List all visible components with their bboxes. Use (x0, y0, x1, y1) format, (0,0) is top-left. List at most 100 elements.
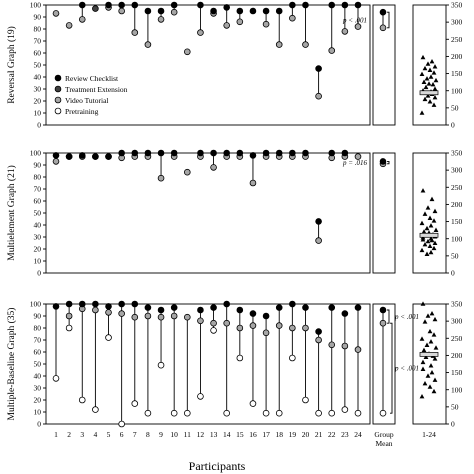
x-tick-label: 8 (146, 430, 150, 439)
distribution-point (433, 77, 439, 83)
distribution-point (422, 241, 428, 247)
data-point (223, 300, 230, 308)
data-point (52, 375, 60, 382)
distribution-point (431, 388, 437, 394)
data-point (354, 153, 362, 160)
data-point (92, 5, 99, 12)
distribution-point (429, 196, 435, 202)
group-mean-point (379, 409, 387, 417)
distribution-point (424, 225, 430, 231)
legend-marker (54, 96, 62, 104)
y-tick-label: 80 (34, 324, 42, 333)
data-point (302, 324, 309, 332)
group-mean-frame (372, 4, 396, 126)
data-point (52, 303, 60, 310)
group-mean-point (379, 306, 387, 314)
distribution-point (420, 237, 426, 242)
distribution-frame (412, 152, 447, 274)
distribution-point (429, 311, 435, 316)
p-value-bracket (387, 11, 390, 29)
data-point (65, 312, 73, 320)
data-point (328, 149, 336, 157)
data-point (328, 1, 336, 9)
right-y-tick-label: 150 (451, 217, 463, 226)
distribution-point (427, 215, 433, 220)
data-point (210, 149, 217, 157)
p-value-label: p < .001 (394, 365, 419, 373)
data-point (92, 153, 99, 160)
x-tick-label: 20 (302, 430, 310, 439)
right-y-tick-label: 250 (451, 334, 463, 343)
y-tick-label: 10 (34, 109, 42, 118)
distribution-point (420, 188, 426, 193)
y-tick-label: 0 (37, 420, 41, 429)
data-point (197, 1, 204, 9)
x-tick-label: 5 (107, 430, 111, 439)
data-point (157, 361, 165, 369)
data-point (52, 10, 60, 17)
distribution-point (432, 356, 438, 361)
legend-label: Pretraining (65, 107, 99, 116)
y-tick-label: 40 (34, 73, 42, 82)
distribution-point (422, 319, 428, 324)
y-tick-label: 70 (34, 37, 42, 46)
right-y-tick-label: 150 (451, 69, 463, 78)
data-point (157, 306, 165, 314)
data-point (341, 149, 349, 157)
y-tick-label: 20 (34, 396, 42, 405)
group-mean-point (379, 24, 387, 32)
y-tick-label: 70 (34, 336, 42, 345)
data-point (105, 309, 112, 316)
data-point (131, 313, 139, 321)
distribution-point (421, 79, 427, 84)
right-y-tick-label: 0 (451, 420, 455, 429)
y-tick-label: 90 (34, 161, 42, 170)
chart-panels: 0102030405060708090100050100150200250300… (6, 1, 463, 448)
data-point (144, 41, 152, 48)
distribution-frame (412, 303, 447, 425)
data-point (210, 327, 217, 334)
data-point (236, 7, 244, 15)
data-point (78, 396, 86, 404)
x-tick-label: 11 (184, 430, 191, 439)
data-point (78, 152, 86, 159)
distribution-point (428, 339, 434, 344)
data-point (249, 400, 257, 407)
data-point (262, 7, 270, 15)
distribution-point (421, 229, 427, 234)
distribution-point (419, 110, 425, 115)
right-y-tick-label: 200 (451, 52, 463, 61)
data-point (354, 1, 362, 9)
data-point (170, 8, 178, 16)
data-point (302, 149, 309, 157)
right-y-tick-label: 250 (451, 35, 463, 44)
distribution-point (425, 61, 431, 66)
data-point (144, 7, 152, 15)
data-point (289, 1, 296, 9)
x-tick-label: 6 (120, 430, 124, 439)
data-point (262, 409, 270, 417)
data-point (210, 164, 217, 171)
distribution-point (421, 347, 427, 353)
right-y-tick-label: 350 (451, 300, 463, 309)
data-point (92, 406, 99, 413)
y-tick-label: 50 (34, 61, 42, 70)
data-point (249, 7, 257, 15)
data-point (170, 1, 178, 9)
data-point (157, 174, 165, 182)
distribution-point (422, 380, 428, 386)
distribution-point (427, 99, 433, 104)
p-value-bracket (387, 309, 390, 324)
distribution-mean-bar (419, 90, 439, 96)
data-point (184, 48, 191, 56)
x-tick-label: 16 (249, 430, 257, 439)
right-y-tick-label: 300 (451, 166, 463, 175)
data-point (118, 1, 125, 9)
distribution-point (419, 393, 425, 399)
y-tick-label: 100 (30, 300, 42, 309)
right-y-tick-label: 350 (451, 149, 463, 158)
legend-label: Review Checklist (65, 74, 119, 83)
x-axis-label: Participants (189, 459, 246, 473)
data-point (118, 7, 125, 15)
x-tick-label: 4 (94, 430, 98, 439)
